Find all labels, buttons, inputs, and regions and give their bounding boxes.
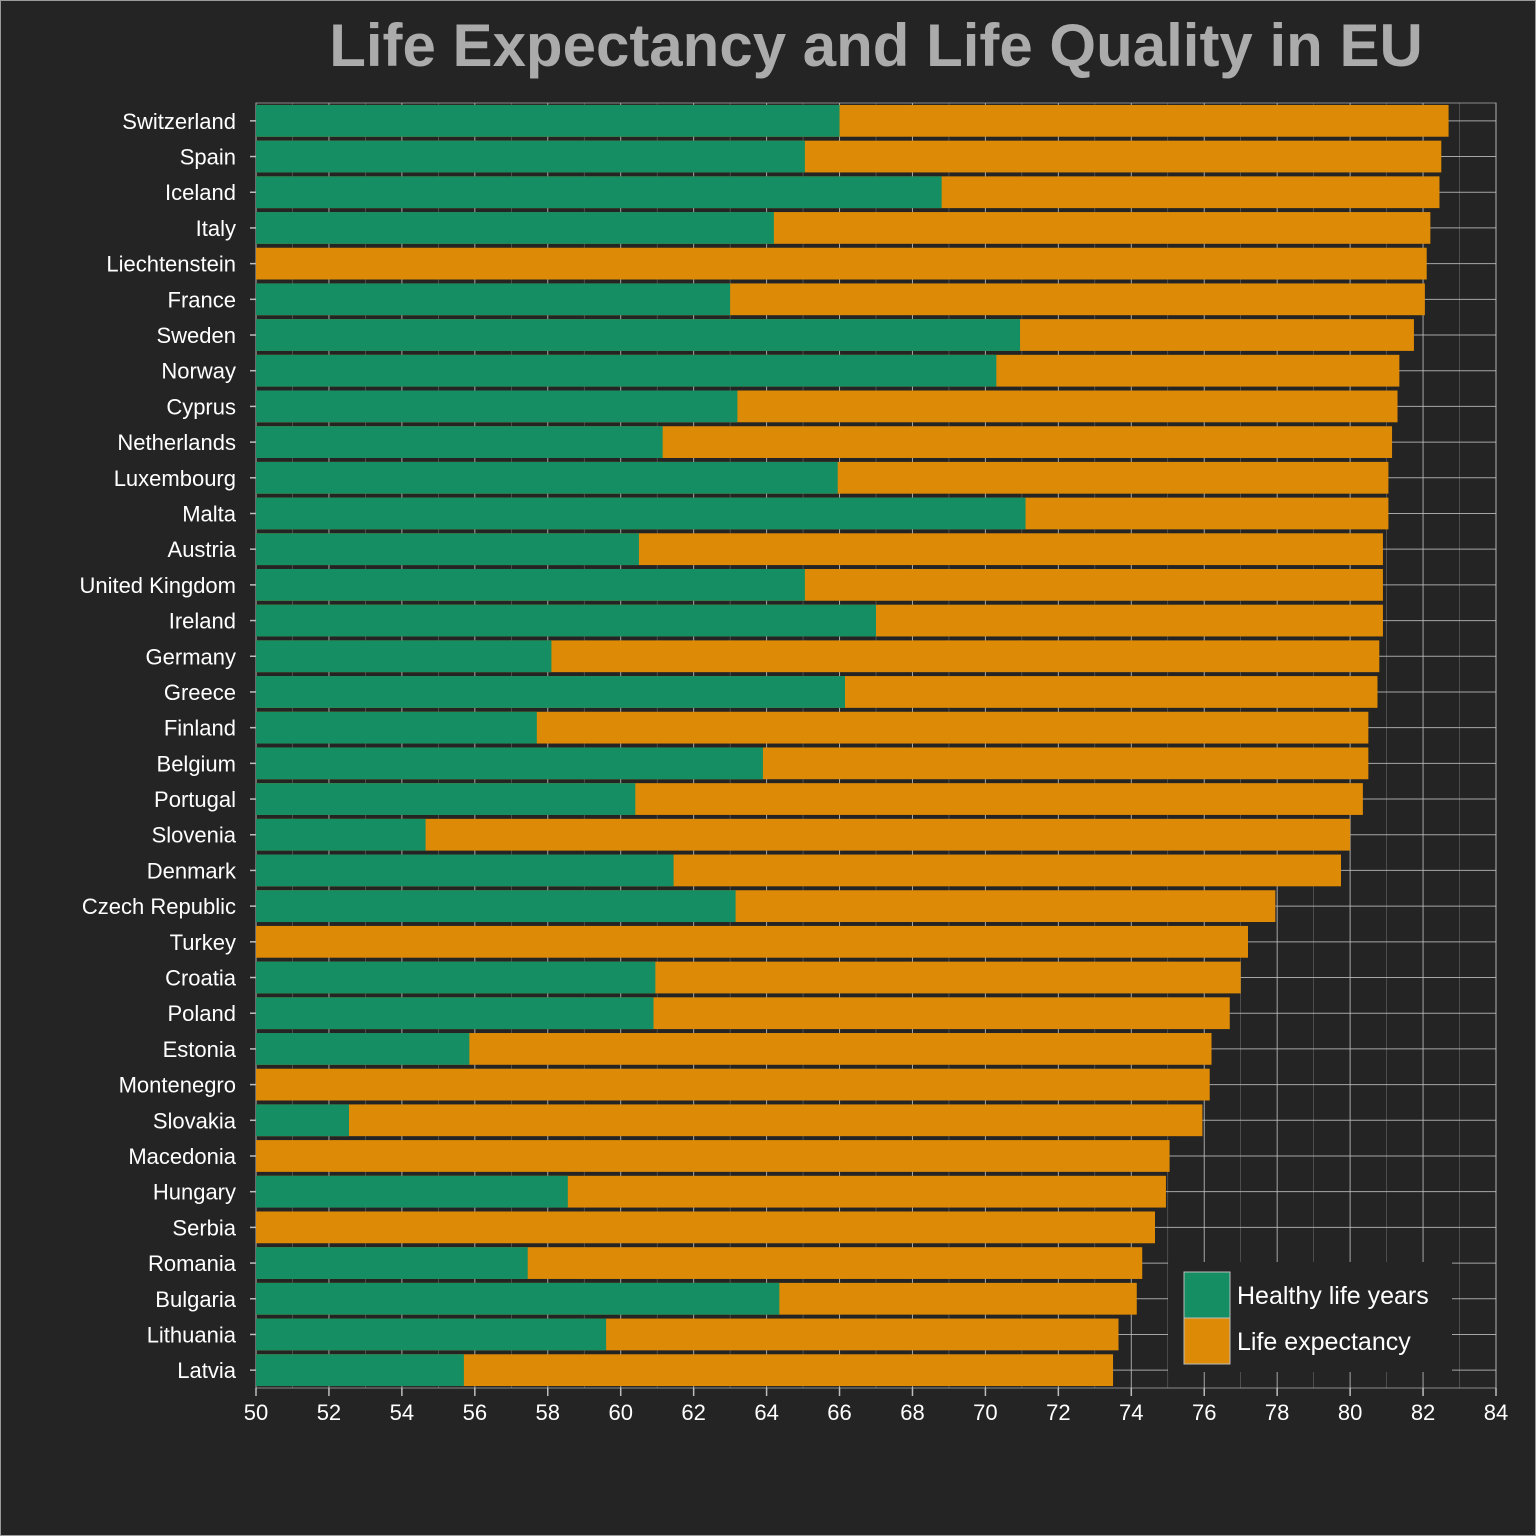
bar-healthy-life-years [256, 854, 674, 887]
category-label: Slovenia [152, 823, 237, 848]
bar-life-expectancy [256, 1140, 1170, 1172]
x-tick-label: 78 [1265, 1400, 1289, 1425]
legend: Healthy life years Life expectancy [1168, 1262, 1452, 1372]
bar-healthy-life-years [256, 104, 840, 137]
bar-healthy-life-years [256, 747, 763, 780]
category-label: Finland [164, 716, 236, 741]
bar-healthy-life-years [256, 212, 774, 244]
bar-healthy-life-years [256, 1104, 349, 1137]
category-label: Hungary [153, 1180, 236, 1205]
bar-healthy-life-years [256, 1282, 780, 1315]
category-label: Romania [148, 1251, 237, 1276]
x-tick-label: 50 [244, 1400, 268, 1425]
category-label: Liechtenstein [106, 252, 236, 277]
bar-healthy-life-years [256, 1033, 470, 1065]
bar-life-expectancy [256, 818, 1351, 851]
bar-life-expectancy [256, 1068, 1210, 1101]
bar-healthy-life-years [256, 426, 663, 458]
x-tick-label: 56 [463, 1400, 487, 1425]
category-label: Portugal [154, 787, 236, 812]
category-label: Denmark [147, 858, 237, 883]
x-tick-label: 54 [390, 1400, 414, 1425]
category-label: Switzerland [122, 109, 236, 134]
bar-healthy-life-years [256, 676, 845, 708]
category-label: Malta [182, 501, 237, 526]
x-tick-label: 68 [900, 1400, 924, 1425]
bar-healthy-life-years [256, 604, 876, 637]
category-label: Norway [161, 359, 236, 384]
x-tick-label: 84 [1484, 1400, 1508, 1425]
x-tick-label: 52 [317, 1400, 341, 1425]
category-label: Spain [180, 145, 236, 170]
bar-healthy-life-years [256, 783, 636, 815]
bar-healthy-life-years [256, 1354, 464, 1387]
category-label: Montenegro [119, 1073, 236, 1098]
category-label: Netherlands [117, 430, 236, 455]
category-label: Ireland [169, 609, 236, 634]
bar-healthy-life-years [256, 354, 997, 387]
x-tick-label: 60 [608, 1400, 632, 1425]
bar-healthy-life-years [256, 390, 738, 423]
bar-healthy-life-years [256, 283, 731, 316]
category-label: Iceland [165, 180, 236, 205]
category-label: Croatia [165, 966, 237, 991]
x-tick-label: 70 [973, 1400, 997, 1425]
category-label: Estonia [163, 1037, 237, 1062]
category-label: United Kingdom [79, 573, 236, 598]
category-label: Lithuania [147, 1322, 237, 1347]
x-tick-label: 58 [536, 1400, 560, 1425]
bar-healthy-life-years [256, 890, 736, 923]
x-tick-label: 72 [1046, 1400, 1070, 1425]
x-tick-label: 62 [681, 1400, 705, 1425]
category-label: Serbia [172, 1215, 236, 1240]
category-label: Poland [167, 1001, 236, 1026]
bar-healthy-life-years [256, 176, 942, 209]
category-label: Belgium [157, 751, 236, 776]
x-tick-label: 82 [1411, 1400, 1435, 1425]
bar-healthy-life-years [256, 568, 805, 601]
bar-healthy-life-years [256, 1175, 568, 1208]
category-label: Czech Republic [82, 894, 236, 919]
bar-healthy-life-years [256, 1318, 607, 1351]
bar-life-expectancy [256, 247, 1427, 280]
category-label: Cyprus [166, 394, 236, 419]
category-label: Luxembourg [114, 466, 236, 491]
bar-healthy-life-years [256, 533, 639, 566]
category-label: Macedonia [128, 1144, 236, 1169]
x-tick-label: 64 [754, 1400, 778, 1425]
x-tick-label: 76 [1192, 1400, 1216, 1425]
category-label: Italy [196, 216, 236, 241]
bar-healthy-life-years [256, 1247, 528, 1279]
bar-healthy-life-years [256, 140, 805, 173]
category-label: Slovakia [153, 1108, 237, 1133]
bar-healthy-life-years [256, 497, 1026, 530]
category-label: Turkey [170, 930, 236, 955]
legend-label: Life expectancy [1237, 1328, 1411, 1356]
x-tick-label: 80 [1338, 1400, 1362, 1425]
bar-life-expectancy [256, 925, 1248, 958]
bar-healthy-life-years [256, 640, 552, 673]
bar-healthy-life-years [256, 461, 838, 494]
category-label: Greece [164, 680, 236, 705]
bar-healthy-life-years [256, 319, 1021, 351]
legend-swatch [1183, 1271, 1231, 1319]
bar-life-expectancy [256, 1104, 1203, 1137]
legend-label: Healthy life years [1237, 1282, 1429, 1310]
category-label: Latvia [177, 1358, 236, 1383]
chart-title: Life Expectancy and Life Quality in EU [329, 12, 1423, 79]
bar-healthy-life-years [256, 961, 656, 994]
x-tick-label: 74 [1119, 1400, 1143, 1425]
bar-healthy-life-years [256, 711, 537, 744]
category-label: France [168, 287, 236, 312]
category-label: Sweden [156, 323, 236, 348]
bar-healthy-life-years [256, 997, 654, 1030]
bar-life-expectancy [256, 1211, 1155, 1244]
category-label: Bulgaria [155, 1287, 236, 1312]
legend-swatch [1183, 1317, 1231, 1365]
category-label: Austria [168, 537, 237, 562]
bar-healthy-life-years [256, 818, 426, 851]
x-tick-label: 66 [827, 1400, 851, 1425]
category-label: Germany [146, 644, 236, 669]
